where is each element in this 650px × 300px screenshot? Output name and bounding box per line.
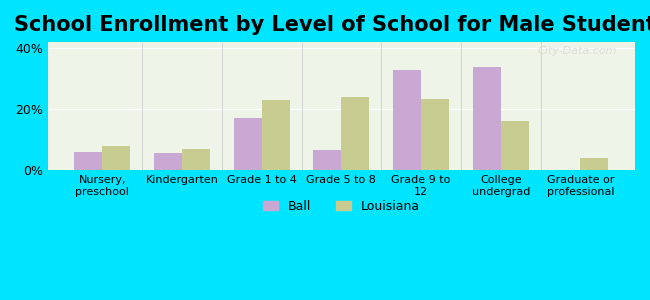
Bar: [580, 158, 608, 170]
Bar: [262, 100, 289, 170]
Bar: [473, 67, 501, 170]
Title: School Enrollment by Level of School for Male Students: School Enrollment by Level of School for…: [14, 15, 650, 35]
Bar: [102, 146, 130, 170]
Bar: [421, 98, 449, 170]
Bar: [182, 149, 210, 170]
Bar: [234, 118, 262, 170]
Bar: [500, 122, 528, 170]
Bar: [313, 150, 341, 170]
Bar: [154, 154, 182, 170]
Bar: [341, 97, 369, 170]
Bar: [75, 152, 102, 170]
Legend: Ball, Louisiana: Ball, Louisiana: [257, 195, 425, 218]
Text: City-Data.com: City-Data.com: [538, 46, 617, 56]
Bar: [393, 70, 421, 170]
